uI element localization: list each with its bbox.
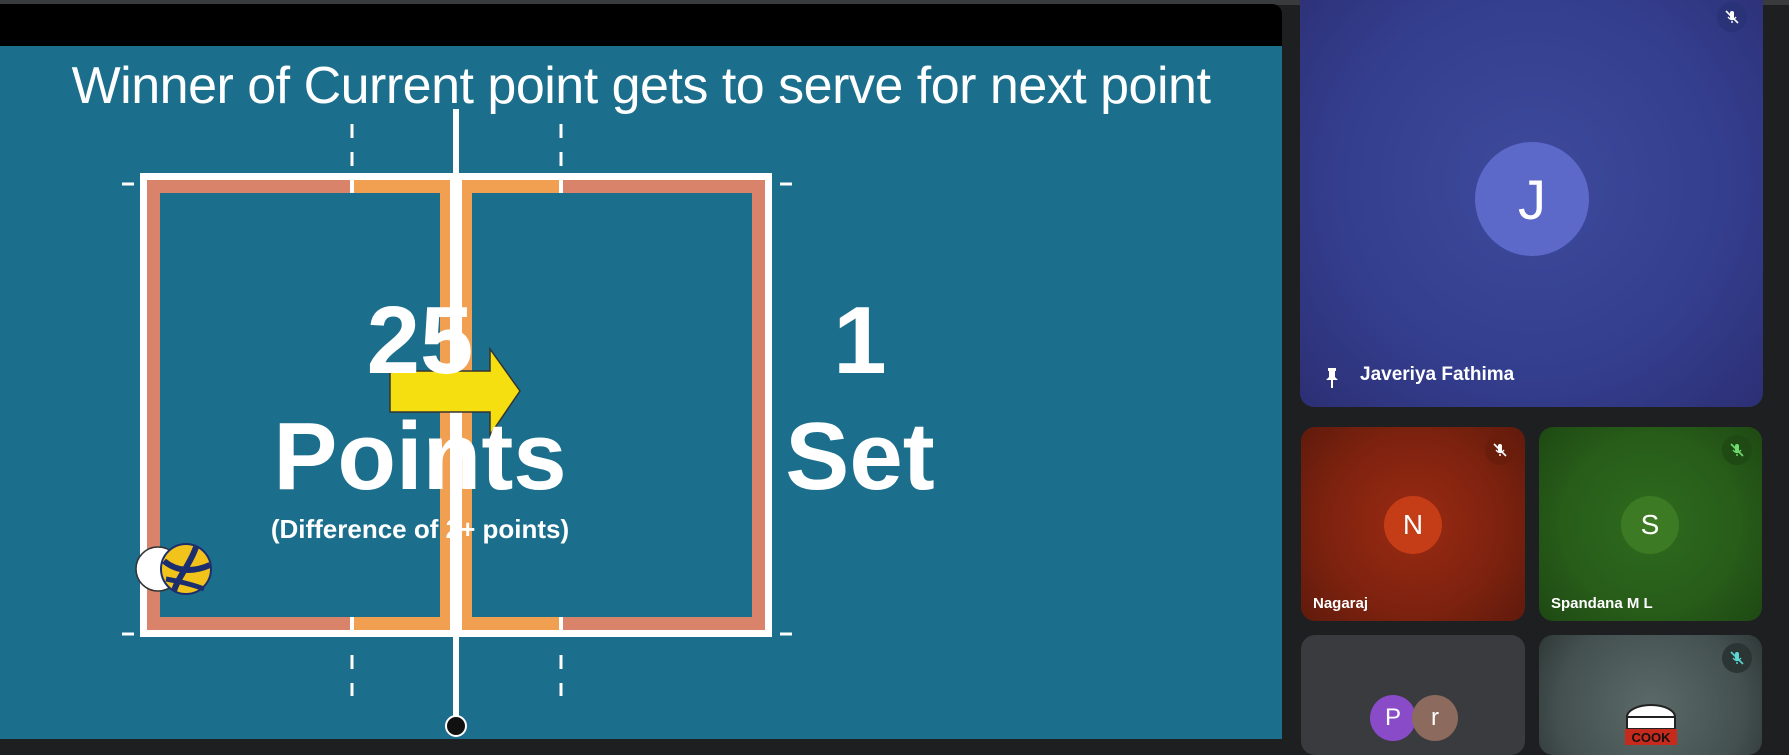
avatar: r (1412, 695, 1458, 741)
participant-tile-main[interactable]: J Javeriya Fathima (1300, 0, 1763, 407)
participant-name: Javeriya Fathima (1360, 364, 1515, 385)
presentation-view[interactable]: Winner of Current point gets to serve fo… (0, 4, 1282, 739)
mic-off-icon (1722, 643, 1752, 673)
participant-tile[interactable]: COOK (1539, 635, 1762, 755)
mic-off-icon (1717, 2, 1747, 32)
mic-off-icon (1722, 435, 1752, 465)
right-half (472, 193, 752, 617)
pin-icon[interactable] (1324, 367, 1340, 389)
attack-lines (350, 124, 563, 696)
arrow-icon (389, 346, 521, 438)
participant-tile[interactable]: S Spandana M L (1539, 427, 1762, 621)
side-ticks (122, 182, 792, 636)
volleyball-icon (135, 543, 212, 595)
slide-title: Winner of Current point gets to serve fo… (71, 57, 1211, 115)
avatar: J (1475, 142, 1589, 256)
set-number: 1 (833, 287, 887, 394)
court-diagram (122, 109, 792, 737)
points-label: Points (273, 403, 567, 510)
participant-name: Nagaraj (1313, 595, 1369, 612)
mic-off-icon (1485, 435, 1515, 465)
participant-group-tile[interactable]: P r (1301, 635, 1525, 755)
avatar: N (1384, 496, 1442, 554)
points-subtext: (Difference of 2+ points) (270, 514, 570, 544)
participant-tile[interactable]: N Nagaraj (1301, 427, 1525, 621)
participant-name: Spandana M L (1551, 595, 1653, 612)
points-number: 25 (366, 287, 474, 394)
slide: Winner of Current point gets to serve fo… (0, 46, 1282, 739)
svg-text:COOK: COOK (1632, 730, 1672, 745)
set-label: Set (785, 403, 935, 510)
chef-hat-logo-icon: COOK (1625, 704, 1677, 745)
avatar: P (1370, 695, 1416, 741)
avatar: S (1621, 496, 1679, 554)
top-bar (0, 0, 1789, 5)
